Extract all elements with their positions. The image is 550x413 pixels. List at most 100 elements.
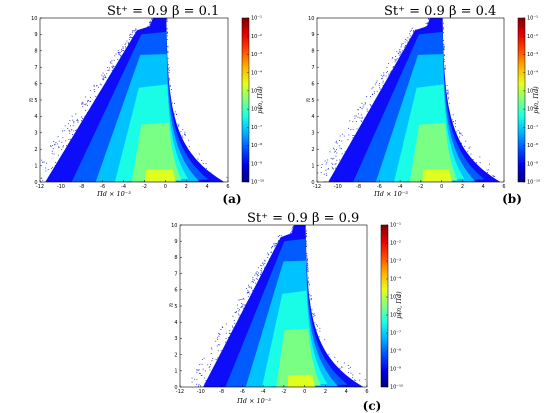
scatter-point (50, 145, 52, 147)
x-tick-label: -12 (176, 389, 184, 395)
scatter-point (382, 82, 384, 84)
scatter-point (427, 25, 429, 26)
scatter-point (308, 284, 310, 286)
scatter-point (409, 30, 411, 32)
scatter-point (443, 49, 445, 51)
scatter-point (241, 303, 243, 304)
scatter-point (117, 59, 119, 60)
scatter-point (358, 379, 360, 381)
scatter-point (147, 26, 149, 27)
scatter-point (174, 103, 175, 104)
scatter-point (128, 43, 130, 45)
scatter-point (380, 74, 382, 76)
scatter-point (167, 57, 169, 59)
scatter-point (331, 162, 333, 164)
scatter-point (129, 37, 131, 38)
scatter-point (119, 55, 121, 56)
density-level (422, 169, 453, 182)
scatter-point (307, 262, 309, 264)
scatter-point (166, 18, 168, 20)
scatter-point (81, 120, 82, 122)
scatter-point (459, 133, 460, 135)
scatter-point (132, 30, 133, 32)
scatter-point (316, 324, 317, 326)
colorbar-label: p(n, Πd) (256, 86, 264, 114)
x-tick-label: -12 (36, 184, 44, 190)
scatter-point (241, 299, 243, 300)
scatter-point (258, 267, 260, 269)
scatter-point (61, 148, 63, 150)
scatter-point (357, 109, 359, 111)
scatter-point (58, 146, 60, 148)
scatter-point (264, 259, 266, 261)
scatter-point (465, 140, 467, 142)
scatter-point (68, 139, 70, 141)
scatter-point (361, 116, 363, 118)
x-axis-label: Πd × 10⁻³ (236, 397, 271, 405)
scatter-point (459, 131, 460, 133)
y-tick-label: 6 (174, 288, 177, 294)
scatter-point (327, 159, 329, 161)
scatter-point (219, 344, 221, 346)
scatter-point (217, 344, 219, 346)
scatter-point (112, 67, 114, 68)
scatter-point (455, 120, 456, 122)
scatter-point (121, 50, 122, 52)
scatter-point (366, 96, 368, 97)
scatter-point (125, 42, 127, 44)
scatter-point (306, 240, 307, 242)
scatter-point (96, 85, 97, 87)
scatter-point (444, 54, 445, 56)
scatter-point (339, 135, 341, 137)
scatter-point (396, 50, 398, 52)
scatter-point (169, 85, 171, 86)
scatter-point (149, 24, 151, 25)
scatter-point (443, 27, 444, 29)
scatter-point (427, 18, 429, 20)
scatter-point (167, 52, 169, 53)
scatter-point (216, 345, 218, 347)
scatter-point (261, 268, 262, 269)
scatter-point (229, 332, 231, 334)
scatter-point (348, 368, 350, 370)
scatter-point (460, 133, 462, 135)
scatter-point (237, 304, 238, 306)
scatter-point (84, 115, 86, 117)
scatter-point (370, 105, 372, 107)
scatter-point (67, 128, 69, 129)
scatter-point (196, 369, 198, 371)
scatter-point (315, 176, 316, 177)
colorbar-tick-label: 10⁻⁸ (527, 143, 538, 149)
scatter-point (184, 134, 186, 136)
colorbar-tick-label: 10⁻⁶ (390, 313, 401, 319)
scatter-point (398, 53, 400, 54)
scatter-point (199, 373, 201, 375)
scatter-point (131, 37, 133, 38)
scatter-point (232, 327, 234, 329)
scatter-point (212, 358, 214, 359)
scatter-point (242, 307, 244, 309)
scatter-point (68, 129, 70, 131)
scatter-point (246, 292, 248, 294)
scatter-point (256, 278, 258, 280)
scatter-point (317, 172, 319, 174)
scatter-point (83, 103, 85, 105)
scatter-point (85, 103, 87, 105)
scatter-point (333, 158, 335, 160)
scatter-point (336, 149, 337, 151)
density-level (409, 123, 458, 182)
scatter-point (238, 299, 240, 301)
scatter-point (38, 163, 39, 164)
scatter-point (339, 159, 340, 161)
scatter-point (217, 339, 219, 340)
scatter-point (488, 169, 490, 171)
colorbar-tick-label: 10⁻⁴ (390, 277, 401, 283)
scatter-point (77, 120, 79, 122)
scatter-point (353, 135, 355, 137)
scatter-point (73, 130, 75, 132)
scatter-point (166, 19, 168, 21)
scatter-point (369, 104, 371, 105)
scatter-point (443, 59, 445, 61)
scatter-point (316, 329, 318, 331)
scatter-point (204, 382, 206, 384)
